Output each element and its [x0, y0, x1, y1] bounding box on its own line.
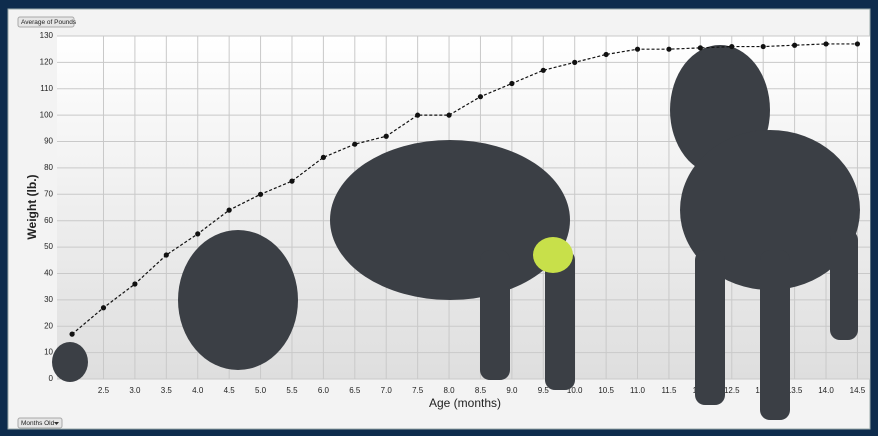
point — [352, 141, 358, 147]
point — [477, 94, 484, 100]
value-field-label: Average of Pounds — [21, 19, 77, 26]
x-tick-label: 2.5 — [98, 386, 110, 395]
point — [666, 46, 672, 52]
point — [383, 133, 389, 139]
point — [823, 41, 829, 47]
point — [415, 112, 421, 118]
x-tick-label: 4.5 — [224, 386, 236, 395]
y-tick-label: 10 — [44, 348, 53, 357]
x-tick-label: 14.5 — [850, 386, 866, 395]
y-tick-label: 100 — [40, 110, 54, 119]
x-tick-label: 12.5 — [724, 386, 740, 395]
point — [540, 67, 546, 73]
dog-photo — [52, 342, 88, 382]
point — [289, 178, 295, 184]
point — [792, 42, 798, 48]
point — [603, 51, 609, 58]
point — [132, 281, 138, 287]
axis-field-button[interactable] — [17, 417, 63, 429]
y-tick-label: 130 — [40, 31, 54, 40]
dog-photos — [52, 45, 860, 420]
y-tick-label: 50 — [44, 242, 53, 251]
point — [226, 207, 232, 213]
y-tick-label: 110 — [40, 84, 53, 93]
tennis-ball — [533, 237, 573, 273]
y-tick-label: 40 — [44, 269, 53, 278]
x-tick-label: 6.0 — [318, 386, 330, 395]
series — [69, 41, 861, 337]
x-tick-label: 4.0 — [192, 386, 204, 395]
point — [320, 154, 326, 160]
dog-photo — [680, 130, 860, 290]
x-tick-label: 11.5 — [661, 386, 677, 395]
x-tick-label: 10.5 — [598, 386, 614, 395]
point — [509, 80, 515, 87]
point — [634, 46, 641, 52]
y-tick-label: 0 — [49, 374, 54, 383]
x-tick-label: 11.0 — [630, 386, 646, 395]
y-tick-label: 30 — [44, 295, 53, 304]
value-field-button[interactable] — [17, 16, 75, 28]
point — [572, 59, 578, 65]
point — [697, 45, 703, 51]
x-tick-label: 9.5 — [538, 386, 550, 395]
point — [69, 331, 75, 337]
y-tick-label: 120 — [40, 57, 54, 66]
x-tick-label: 8.0 — [443, 386, 455, 395]
point — [257, 191, 264, 197]
x-tick-label: 10.0 — [567, 386, 583, 395]
y-tick-label: 60 — [44, 216, 53, 225]
axis-field-label: Months Old — [21, 420, 55, 427]
x-tick-label: 9.0 — [506, 386, 518, 395]
point — [100, 305, 107, 311]
x-tick-label: 14.0 — [818, 386, 834, 395]
dog-photo — [178, 230, 298, 370]
dog-photo — [830, 230, 858, 340]
x-tick-label: 13.5 — [787, 386, 803, 395]
y-tick-label: 20 — [44, 321, 53, 330]
point — [854, 41, 861, 47]
point — [729, 43, 735, 50]
x-tick-label: 7.5 — [412, 386, 424, 395]
x-tick-label: 6.5 — [349, 386, 361, 395]
dog-photo — [330, 140, 570, 300]
line — [71, 43, 858, 335]
point — [760, 43, 766, 50]
point — [163, 252, 169, 258]
y-axis-title: Weight (lb.) — [25, 174, 39, 239]
x-tick-label: 3.5 — [161, 386, 173, 395]
x-tick-label: 8.5 — [475, 386, 487, 395]
point — [195, 231, 201, 237]
x-tick-label: 3.0 — [129, 386, 141, 395]
x-tick-label: 5.5 — [286, 386, 298, 395]
dropdown-arrow — [54, 422, 59, 425]
point — [446, 112, 452, 118]
y-tick-label: 80 — [44, 163, 53, 172]
dog-photo — [695, 250, 725, 405]
dog-photo — [480, 250, 510, 380]
x-tick-label: 5.0 — [255, 386, 267, 395]
y-tick-label: 90 — [44, 137, 53, 146]
y-tick-label: 70 — [44, 189, 53, 198]
dog-photo — [760, 250, 790, 420]
x-tick-label: 7.0 — [381, 386, 393, 395]
dog-photo — [545, 250, 575, 390]
x-axis-title: Age (months) — [429, 396, 501, 410]
